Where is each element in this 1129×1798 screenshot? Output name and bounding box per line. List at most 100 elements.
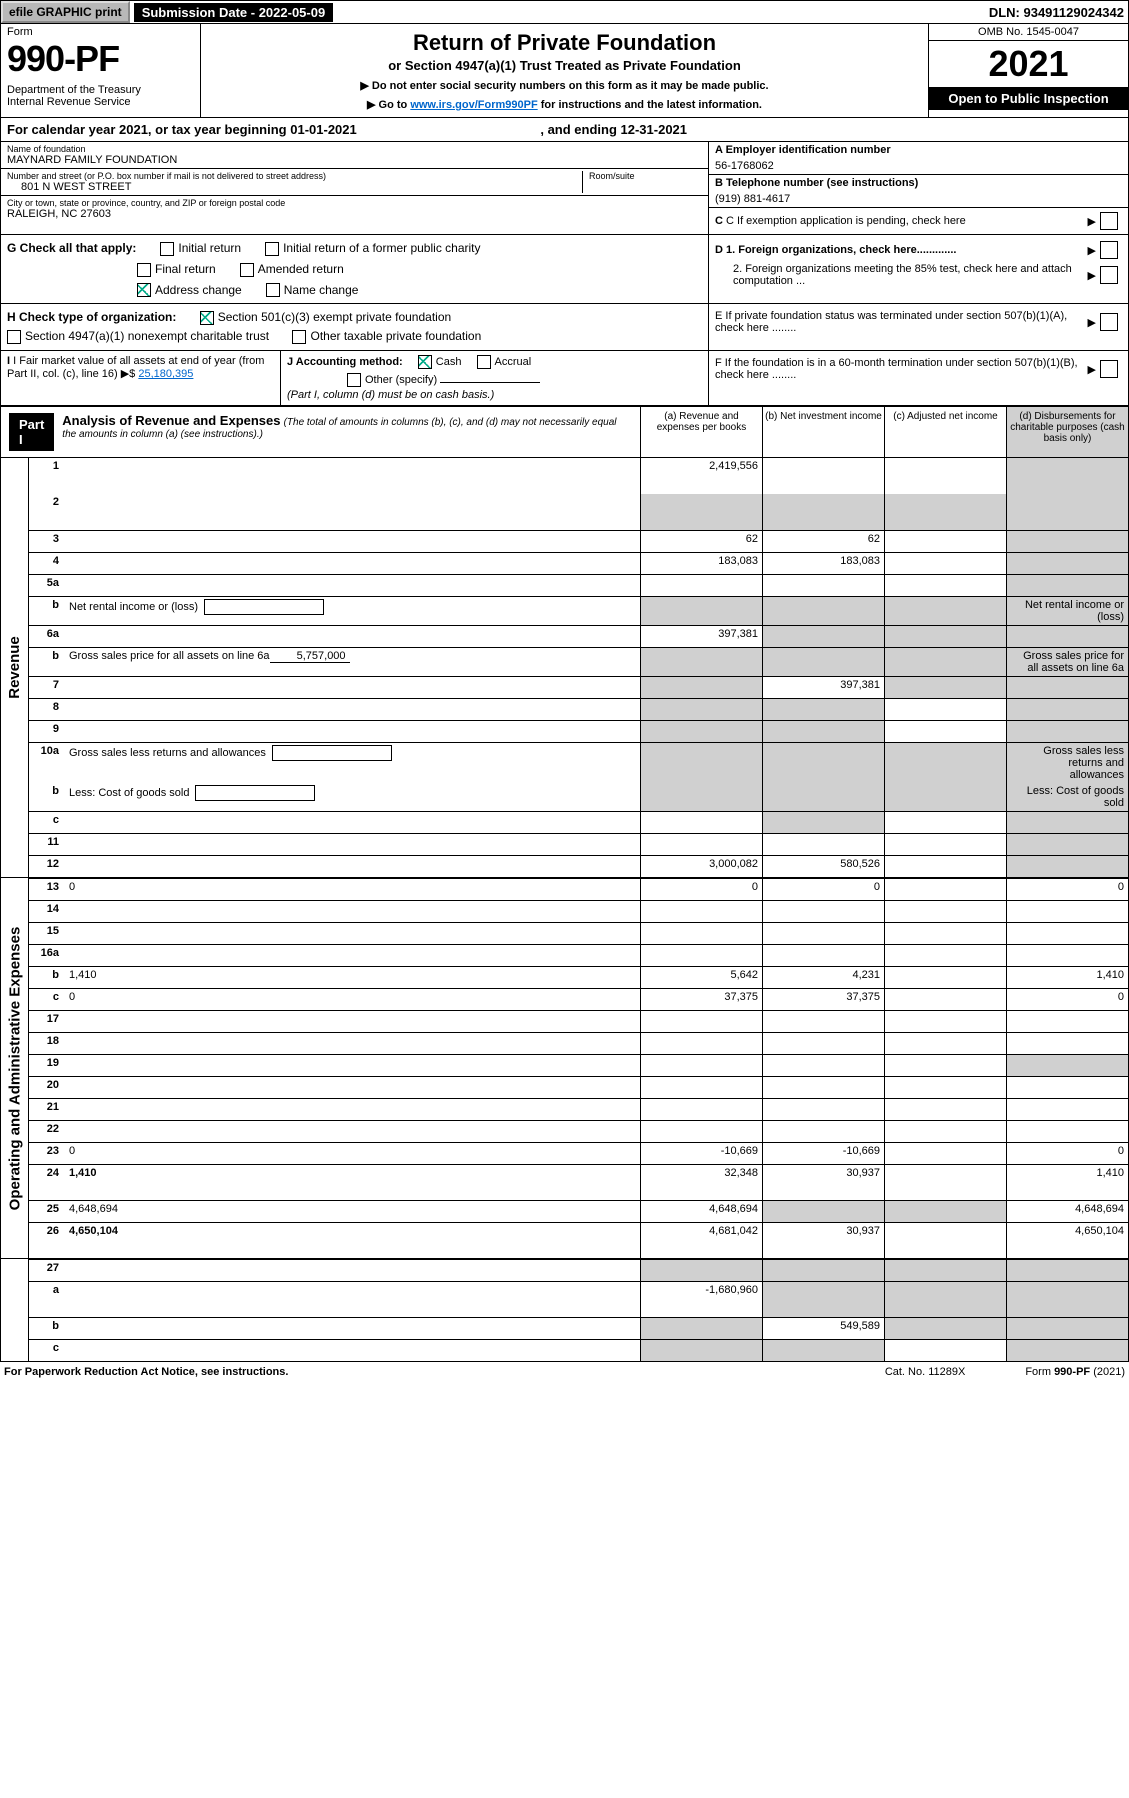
d2-label: 2. Foreign organizations meeting the 85%… (715, 263, 1084, 287)
arrow-icon: ▶ (1088, 215, 1096, 228)
cell-a: 32,348 (640, 1165, 762, 1200)
cell-a: 4,681,042 (640, 1223, 762, 1258)
table-row: 10aGross sales less returns and allowanc… (29, 742, 1128, 783)
row-number: 23 (29, 1143, 65, 1164)
table-row: c (29, 1339, 1128, 1361)
part1-header-row: Part I Analysis of Revenue and Expenses … (0, 406, 1129, 458)
table-row: 11 (29, 833, 1128, 855)
cell-c (884, 721, 1006, 742)
row-number: 21 (29, 1099, 65, 1120)
cell-b (762, 1340, 884, 1361)
cell-d (1006, 575, 1128, 596)
cell-c (884, 1121, 1006, 1142)
bottom-rows: 27a-1,680,960b549,589c (29, 1259, 1128, 1361)
cell-a: 4,648,694 (640, 1201, 762, 1222)
table-row: c (29, 811, 1128, 833)
row-desc: Net rental income or (loss) (65, 597, 640, 625)
cy-mid: , and ending (537, 122, 621, 137)
cell-a (640, 945, 762, 966)
arrow-icon: ▶ (1088, 363, 1096, 376)
cell-d: 1,410 (1006, 967, 1128, 988)
accrual-checkbox[interactable] (477, 355, 491, 369)
instr-pre: ▶ Go to (367, 99, 410, 111)
row-number: 22 (29, 1121, 65, 1142)
initial-former-checkbox[interactable] (265, 242, 279, 256)
g-left: G Check all that apply: Initial return I… (1, 235, 708, 303)
cell-b (762, 575, 884, 596)
table-row: 264,650,1044,681,04230,9374,650,104 (29, 1222, 1128, 1258)
form-label: Form (7, 26, 194, 38)
efile-print-button[interactable]: efile GRAPHIC print (1, 1, 130, 23)
header-right: OMB No. 1545-0047 2021 Open to Public In… (928, 24, 1128, 117)
row-number: 1 (29, 458, 65, 494)
fmv-link[interactable]: 25,180,395 (138, 368, 193, 380)
cell-a: 397,381 (640, 626, 762, 647)
cell-d (1006, 553, 1128, 574)
irs-link[interactable]: www.irs.gov/Form990PF (410, 99, 537, 111)
other-specify-checkbox[interactable] (347, 373, 361, 387)
row-number: 20 (29, 1077, 65, 1098)
row-number: 17 (29, 1011, 65, 1032)
amended-return-checkbox[interactable] (240, 263, 254, 277)
cell-b (762, 597, 884, 625)
c-checkbox[interactable] (1100, 212, 1118, 230)
table-row: 16a (29, 944, 1128, 966)
cell-a (640, 1121, 762, 1142)
cell-a: 2,419,556 (640, 458, 762, 494)
table-row: b1,4105,6424,2311,410 (29, 966, 1128, 988)
501c3-checkbox[interactable] (200, 311, 214, 325)
cell-c (884, 834, 1006, 855)
h-check-row: H Check type of organization: Section 50… (0, 304, 1129, 351)
cell-b: 30,937 (762, 1223, 884, 1258)
cell-c (884, 1011, 1006, 1032)
row-desc (65, 677, 640, 698)
j-mid: J Accounting method: Cash Accrual Other … (281, 351, 708, 405)
cell-d: Net rental income or (loss) (1006, 597, 1128, 625)
cell-a (640, 1011, 762, 1032)
row-number: 26 (29, 1223, 65, 1258)
cell-a (640, 923, 762, 944)
cell-c (884, 1033, 1006, 1054)
cell-c (884, 648, 1006, 676)
name-change-checkbox[interactable] (266, 283, 280, 297)
d2-checkbox[interactable] (1100, 266, 1118, 284)
d1-checkbox[interactable] (1100, 241, 1118, 259)
row-number: 27 (29, 1260, 65, 1281)
row-desc (65, 626, 640, 647)
cell-d (1006, 458, 1128, 494)
cell-c (884, 1223, 1006, 1258)
cell-c (884, 989, 1006, 1010)
cash-checkbox[interactable] (418, 355, 432, 369)
room-label: Room/suite (589, 171, 702, 181)
arrow-icon: ▶ (1088, 316, 1096, 329)
cell-d: Less: Cost of goods sold (1006, 783, 1128, 811)
row-number: c (29, 989, 65, 1010)
part1-badge: Part I (9, 413, 54, 451)
final-return-checkbox[interactable] (137, 263, 151, 277)
cell-c (884, 677, 1006, 698)
cell-d: 1,410 (1006, 1165, 1128, 1200)
cell-b (762, 1099, 884, 1120)
cell-c (884, 553, 1006, 574)
e-checkbox[interactable] (1100, 313, 1118, 331)
row-number: 19 (29, 1055, 65, 1076)
row-number: 5a (29, 575, 65, 596)
cell-d (1006, 834, 1128, 855)
cell-d (1006, 1077, 1128, 1098)
cell-c (884, 1077, 1006, 1098)
table-row: 17 (29, 1010, 1128, 1032)
h-left: H Check type of organization: Section 50… (1, 304, 708, 350)
address-change-checkbox[interactable] (137, 283, 151, 297)
other-taxable-checkbox[interactable] (292, 330, 306, 344)
501c3-label: Section 501(c)(3) exempt private foundat… (218, 310, 451, 324)
cell-b (762, 923, 884, 944)
row-number: 2 (29, 494, 65, 530)
cell-a (640, 1077, 762, 1098)
initial-return-checkbox[interactable] (160, 242, 174, 256)
4947-checkbox[interactable] (7, 330, 21, 344)
calendar-year-line: For calendar year 2021, or tax year begi… (0, 118, 1129, 142)
f-checkbox[interactable] (1100, 360, 1118, 378)
row-desc (65, 575, 640, 596)
cell-a: -1,680,960 (640, 1282, 762, 1317)
table-row: 6a397,381 (29, 625, 1128, 647)
